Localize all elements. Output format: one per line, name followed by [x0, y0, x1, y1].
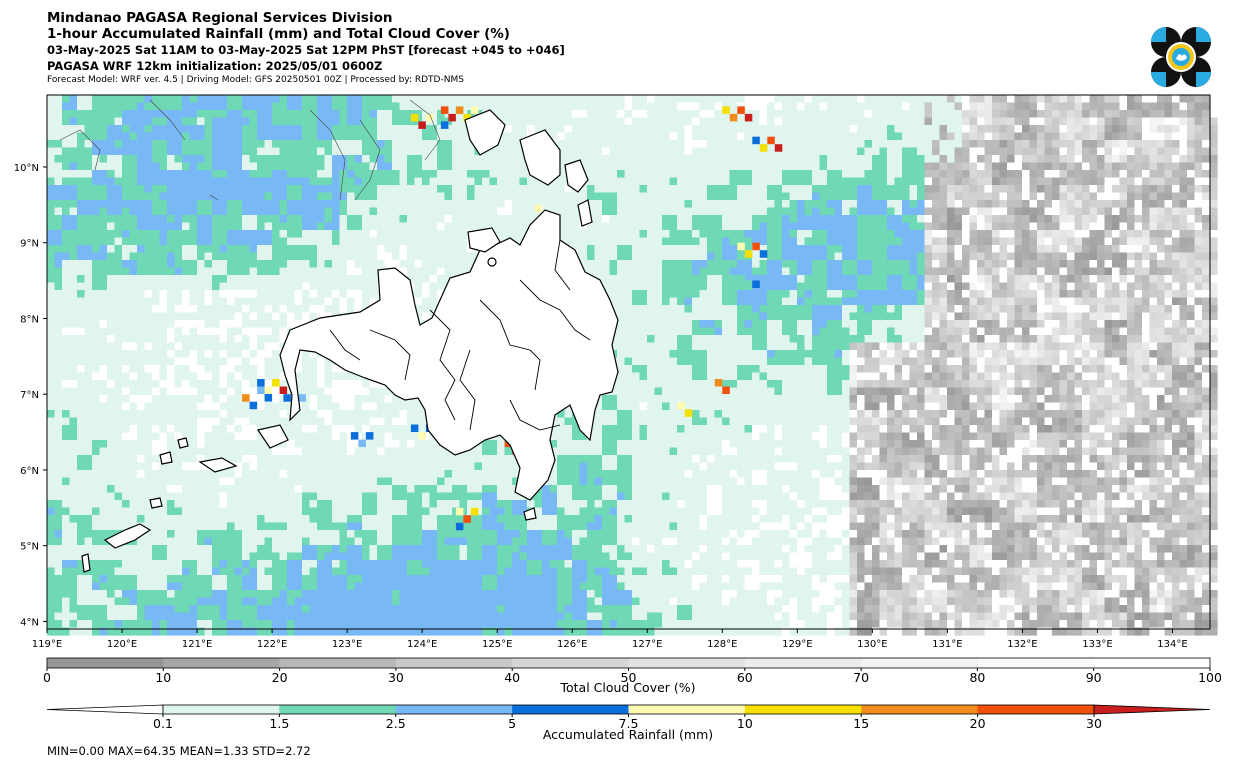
lon-tick-label: 119°E [32, 639, 62, 650]
lon-tick-label: 127°E [632, 639, 662, 650]
lon-tick-label: 124°E [407, 639, 437, 650]
lon-tick-label: 131°E [932, 639, 962, 650]
rain-colorbar-max-extend [1093, 704, 1211, 715]
samar-island [519, 129, 561, 186]
lon-tick-label: 133°E [1082, 639, 1112, 650]
cloud-colorbar-segment [744, 658, 862, 668]
field-statistics: MIN=0.00 MAX=64.35 MEAN=1.33 STD=2.72 [47, 744, 311, 758]
longitude-axis: 119°E 120°E 121°E 122°E 123°E 124°E 125°E 126°E… [32, 629, 1188, 650]
cloud-colorbar-tick: 0 [43, 670, 51, 685]
lat-tick-label: 5°N [20, 542, 39, 553]
cloud-cover-field [47, 95, 1218, 636]
sarangani-islet [523, 507, 537, 521]
rain-colorbar-tick: 20 [970, 716, 986, 731]
jolo-island [198, 457, 238, 473]
cloud-colorbar-tick: 70 [853, 670, 869, 685]
rain-colorbar-segment [861, 705, 979, 714]
rain-colorbar-segment [744, 705, 862, 714]
cloud-colorbar-tick: 100 [1198, 670, 1222, 685]
lat-tick-label: 6°N [20, 466, 39, 477]
lat-tick-label: 7°N [20, 390, 39, 401]
lon-tick-label: 125°E [482, 639, 512, 650]
lat-tick-label: 10°N [14, 163, 39, 174]
cloud-colorbar-label: Total Cloud Cover (%) [559, 680, 695, 695]
latitude-axis: 4°N 5°N 6°N 7°N 8°N 9°N 10°N [14, 163, 47, 628]
cloud-colorbar-segment [861, 658, 978, 668]
cloud-colorbar-segment [163, 658, 281, 668]
leyte-island [464, 109, 506, 156]
map-frame [46, 94, 1211, 630]
dinagat-island [564, 159, 589, 193]
lon-tick-label: 126°E [557, 639, 587, 650]
lon-tick-label: 130°E [857, 639, 887, 650]
title-model-info: Forecast Model: WRF ver. 4.5 | Driving M… [47, 75, 464, 85]
cloud-cover-colorbar-ticks: 0 10 20 30 40 50 60 70 80 90 100 [43, 668, 1222, 685]
cloud-colorbar-segment [628, 658, 746, 668]
lon-tick-label: 121°E [182, 639, 212, 650]
lon-tick-label: 122°E [257, 639, 287, 650]
lat-tick-label: 9°N [20, 239, 39, 250]
camiguin-island [487, 257, 497, 267]
rain-colorbar-segment [395, 705, 513, 714]
siargao-island [577, 199, 593, 227]
rain-colorbar-min-extend [46, 704, 164, 715]
cloud-colorbar-segment [395, 658, 513, 668]
cloud-cover-colorbar [46, 657, 1211, 669]
rain-colorbar-tick: 10 [737, 716, 753, 731]
cloud-colorbar-segment [512, 658, 629, 668]
sulu-islet-4 [81, 553, 91, 573]
lat-tick-label: 8°N [20, 314, 39, 325]
lon-tick-label: 134°E [1157, 639, 1187, 650]
cloud-colorbar-tick: 10 [155, 670, 171, 685]
rain-colorbar-tick: 7.5 [619, 716, 639, 731]
mindanao-landmass [279, 209, 619, 501]
pagasa-logo-icon [1151, 27, 1211, 87]
basilan-island [257, 424, 289, 449]
title-office: Mindanao PAGASA Regional Services Divisi… [47, 10, 393, 26]
rain-colorbar-tick: 1.5 [269, 716, 289, 731]
rainfall-colorbar-ticks: 0.1 1.5 2.5 5 7.5 10 15 20 30 [153, 714, 1102, 731]
cloud-colorbar-segment [1093, 658, 1211, 668]
rain-colorbar-segment [279, 705, 397, 714]
rain-colorbar-tick: 2.5 [386, 716, 406, 731]
cloud-colorbar-tick: 90 [1086, 670, 1102, 685]
rain-colorbar-tick: 30 [1086, 716, 1102, 731]
rain-colorbar-segment [977, 705, 1095, 714]
tawi-tawi-island [103, 523, 152, 549]
cloud-colorbar-tick: 60 [737, 670, 753, 685]
sulu-islet-3 [149, 497, 163, 509]
rain-colorbar-segment [628, 705, 746, 714]
cloud-colorbar-tick: 50 [621, 670, 637, 685]
title-initialization: PAGASA WRF 12km initialization: 2025/05/… [47, 59, 383, 73]
lon-tick-label: 132°E [1007, 639, 1037, 650]
lon-tick-label: 128°E [707, 639, 737, 650]
cloud-colorbar-tick: 80 [969, 670, 985, 685]
cloud-colorbar-segment [977, 658, 1095, 668]
lon-tick-label: 123°E [332, 639, 362, 650]
rainfall-colorbar [46, 704, 1211, 715]
title-valid-time: 03-May-2025 Sat 11AM to 03-May-2025 Sat … [47, 43, 565, 57]
province-boundaries [329, 239, 591, 431]
cloud-colorbar-tick: 30 [388, 670, 404, 685]
rain-colorbar-segment [163, 705, 280, 714]
sulu-islet-2 [177, 437, 189, 449]
rain-colorbar-label: Accumulated Rainfall (mm) [543, 727, 713, 742]
rain-colorbar-tick: 0.1 [153, 716, 173, 731]
rain-colorbar-segment [512, 705, 629, 714]
lon-tick-label: 120°E [107, 639, 137, 650]
cloud-colorbar-segment [47, 658, 164, 668]
northern-islands-outline [59, 99, 441, 201]
title-product: 1-hour Accumulated Rainfall (mm) and Tot… [47, 26, 510, 42]
cloud-colorbar-segment [279, 658, 397, 668]
cloud-colorbar-tick: 20 [272, 670, 288, 685]
rain-colorbar-tick: 15 [853, 716, 869, 731]
bohol-island [467, 227, 501, 253]
cloud-colorbar-tick: 40 [504, 670, 520, 685]
lat-tick-label: 4°N [20, 617, 39, 628]
lon-tick-label: 129°E [782, 639, 812, 650]
rain-colorbar-tick: 5 [508, 716, 516, 731]
sulu-islet-1 [159, 451, 173, 465]
coastlines [81, 109, 619, 573]
